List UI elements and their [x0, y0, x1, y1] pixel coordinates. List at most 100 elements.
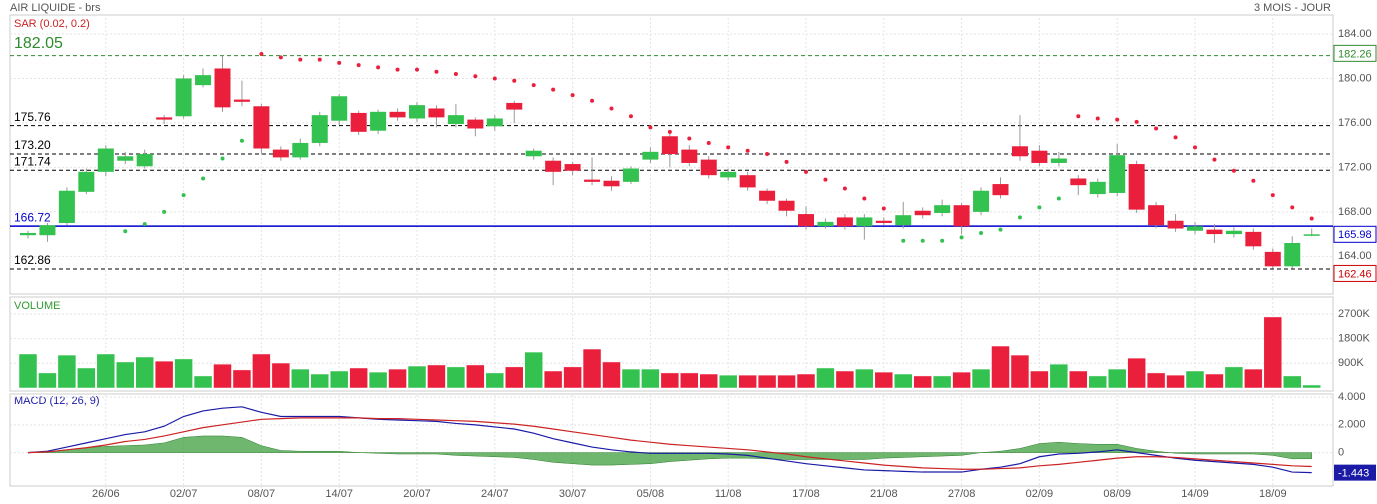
- volume-bar: [1302, 384, 1321, 389]
- volume-bar: [1283, 375, 1302, 389]
- sar-dot: [881, 206, 886, 211]
- sar-dot: [201, 176, 206, 181]
- sar-dot: [979, 230, 984, 235]
- sar-dot: [415, 67, 419, 72]
- volume-bar: [310, 373, 329, 389]
- sar-dot: [1290, 205, 1295, 210]
- price-tag: [1333, 44, 1377, 62]
- volume-bar: [232, 369, 252, 389]
- volume-bar: [349, 367, 368, 389]
- sar-dot: [376, 65, 381, 70]
- y-tick-label: 900K: [1338, 357, 1364, 369]
- sar-dot: [1115, 117, 1120, 122]
- sar-dot: [998, 227, 1003, 232]
- candle-body: [1225, 230, 1242, 235]
- volume-bar: [252, 353, 271, 389]
- sar-dot: [804, 169, 808, 174]
- sar-dot: [1095, 116, 1100, 121]
- volume-bar: [1049, 363, 1069, 389]
- x-tick-label: 05/08: [637, 488, 665, 500]
- candle-body: [1050, 158, 1067, 163]
- candle-body: [953, 205, 970, 227]
- y-tick-label: 4.000: [1338, 391, 1366, 403]
- y-tick-label: 2.000: [1338, 419, 1366, 431]
- candle-body: [642, 151, 659, 160]
- x-tick-label: 30/07: [559, 488, 587, 500]
- candle-body: [136, 154, 153, 167]
- candle-body: [1148, 205, 1165, 226]
- candle-body: [836, 217, 853, 227]
- candle-body: [39, 225, 56, 236]
- sar-dot: [473, 74, 478, 79]
- sar-dot: [609, 106, 614, 111]
- volume-bar: [602, 361, 621, 389]
- sar-dot: [940, 238, 945, 243]
- sar-dot: [1056, 196, 1061, 201]
- candle-body: [1011, 146, 1028, 157]
- price-tag-label: 165.98: [1338, 229, 1372, 241]
- candle-body: [1303, 234, 1320, 236]
- x-tick-label: 24/07: [481, 488, 509, 500]
- volume-bar: [563, 366, 582, 389]
- x-tick-label: 18/09: [1259, 488, 1287, 500]
- volume-bar: [174, 358, 193, 389]
- indicator-label: SAR (0.02, 0.2): [14, 18, 90, 30]
- sar-dot: [1134, 119, 1139, 124]
- candle-body: [545, 160, 562, 172]
- candle-body: [759, 190, 776, 201]
- volume-bar: [582, 348, 602, 389]
- volume-bar: [407, 365, 427, 389]
- candle-body: [428, 108, 445, 118]
- volume-bar: [1244, 368, 1263, 389]
- price-tag-label: 162.46: [1338, 268, 1372, 280]
- volume-bar: [641, 368, 660, 389]
- volume-title: VOLUME: [14, 300, 60, 312]
- sar-dot: [920, 238, 925, 243]
- sar-dot: [239, 138, 244, 143]
- volume-bar: [1010, 354, 1030, 389]
- candle-body: [681, 149, 698, 163]
- volume-bar: [427, 364, 446, 389]
- price-tag: [1333, 264, 1377, 282]
- volume-bar: [718, 374, 738, 389]
- candle-body: [1070, 178, 1087, 186]
- volume-panel: [9, 296, 1334, 392]
- candle-body: [525, 150, 542, 157]
- sar-dot: [317, 57, 322, 62]
- candle-body: [992, 184, 1009, 196]
- candle-body: [97, 148, 114, 172]
- volume-bar: [38, 372, 57, 389]
- volume-bar: [271, 362, 291, 389]
- volume-bar: [329, 370, 349, 389]
- sar-dot: [687, 136, 692, 141]
- sar-dot: [1076, 114, 1081, 119]
- candle-body: [895, 215, 912, 226]
- sar-dot: [842, 186, 847, 191]
- volume-bar: [1030, 370, 1049, 389]
- chart-title: AIR LIQUIDE - brs: [10, 2, 101, 14]
- volume-bar: [1069, 370, 1088, 389]
- x-tick-label: 02/09: [1026, 488, 1054, 500]
- y-tick-label: 0: [1338, 447, 1344, 459]
- sar-dot: [726, 145, 731, 150]
- volume-bar: [446, 366, 466, 389]
- candle-body: [78, 171, 95, 192]
- candle-body: [1089, 181, 1106, 195]
- sar-dot: [1173, 135, 1178, 140]
- volume-bar: [1205, 373, 1224, 389]
- x-tick-label: 17/08: [792, 488, 820, 500]
- candle-body: [253, 106, 270, 149]
- candle-body: [175, 78, 192, 117]
- macd-panel: [9, 393, 1334, 487]
- candle-body: [1109, 155, 1126, 193]
- volume-bar: [543, 370, 563, 389]
- volume-bar: [971, 368, 991, 389]
- x-tick-label: 08/07: [248, 488, 276, 500]
- candle-body: [856, 217, 873, 227]
- candle-body: [700, 159, 717, 176]
- sar-dot: [298, 57, 303, 62]
- candle-body: [875, 220, 892, 223]
- y-tick-label: 184.00: [1338, 28, 1372, 40]
- candle-body: [973, 190, 990, 212]
- sar-dot: [901, 238, 906, 243]
